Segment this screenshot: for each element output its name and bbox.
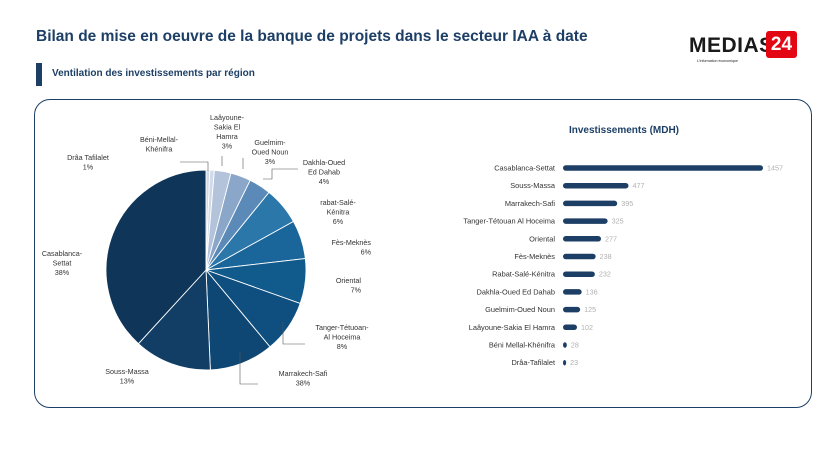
pie-label-laayoune-sakia-el-hamra: Laâyoune-Sakia El Hamra 3% xyxy=(210,113,245,151)
pie-chart xyxy=(105,169,307,371)
bar-category-label: Fès-Meknès xyxy=(514,252,555,261)
bar-marrakech-safi xyxy=(563,200,618,207)
bar-chart: Investissements (MDH) Casablanca-Settat 14… xyxy=(463,125,783,367)
bar-laayoune-sakia-el-hamra xyxy=(563,324,578,331)
bar-rabat-sale-kenitra xyxy=(563,271,595,277)
pie-label-fes-meknes: Fès-Meknès 6% xyxy=(331,238,371,257)
bar-category-label: Souss-Massa xyxy=(510,181,556,190)
bar-tanger-tetouan-al-hoceima xyxy=(563,218,608,224)
bar-beni-mellal-khenifra xyxy=(563,342,567,348)
bar-fes-meknes xyxy=(563,253,596,260)
pie-slice-sous-massa xyxy=(137,268,211,371)
pie-label-rabat-sale-kenitra: rabat-Salé-Kénitra 6% xyxy=(320,198,356,226)
bar-dakhla-oued-ed-dahab xyxy=(563,289,582,295)
bar-category-label: Casablanca-Settat xyxy=(494,164,555,173)
bar-category-label: Guelmim-Oued Noun xyxy=(485,305,555,314)
bar-value-label: 325 xyxy=(612,217,624,226)
pie-labels: Casablanca-Settat 38% Souss-Massa 13% Marrak… xyxy=(42,113,372,388)
pie-slice-casablanca-settat xyxy=(105,169,207,345)
chart-panel xyxy=(34,99,812,408)
bar-category-label: Tanger-Tétouan Al Hoceima xyxy=(463,217,555,226)
bar-category-label: Oriental xyxy=(529,234,555,243)
bar-category-label: Marrakech-Safi xyxy=(505,199,555,208)
bar-oriental xyxy=(563,236,602,242)
pie-label-draa-tafilalet: Drâa Tafilalet 1% xyxy=(67,153,109,172)
bar-value-label: 395 xyxy=(621,199,633,208)
bar-souss-massa xyxy=(563,182,629,189)
bar-value-label: 477 xyxy=(632,181,644,190)
pie-label-marrakech-safi: Marrakech-Safi 38% xyxy=(279,369,328,388)
pie-label-casablanca-settat: Casablanca-Settat 38% xyxy=(42,249,83,277)
bar-category-label: Dakhla-Oued Ed Dahab xyxy=(477,287,555,296)
pie-label-tanger-tetuoan-al-hoceima: Tanger-Tétuoan-Al Hoceima 8% xyxy=(315,323,369,351)
bar-value-label: 232 xyxy=(599,270,611,279)
bar-category-label: Drâa-Tafilalet xyxy=(511,358,555,367)
page-title: Bilan de mise en oeuvre de la banque de … xyxy=(36,28,588,45)
pie-label-dakhla-oued-ed-dahab: Dakhla-Oued Ed Dahab 4% xyxy=(303,158,345,186)
pie-label-sous-massa: Souss-Massa 13% xyxy=(105,367,149,386)
bar-value-label: 125 xyxy=(584,305,596,314)
pie-label-beni-mellal-khenifra: Béni-Mellal-Khénifra xyxy=(140,135,179,154)
section-accent-bar xyxy=(36,63,42,86)
bar-value-label: 1457 xyxy=(767,164,783,173)
bar-guelmim-oued-noun xyxy=(563,306,581,313)
bar-value-label: 136 xyxy=(586,287,598,296)
bar-chart-title: Investissements (MDH) xyxy=(569,125,679,136)
pie-leader-line xyxy=(282,322,305,345)
section-title: Ventilation des investissements par régi… xyxy=(52,68,255,79)
bar-value-label: 23 xyxy=(570,358,578,367)
bar-value-label: 102 xyxy=(581,323,593,332)
logo-badge: 24 xyxy=(766,31,797,58)
bar-casablanca-settat xyxy=(563,165,763,171)
bar-value-label: 238 xyxy=(600,252,612,261)
bar-value-label: 28 xyxy=(571,341,579,350)
bar-category-label: Béni Mellal-Khénifra xyxy=(489,341,556,350)
logo-text: MEDIAS xyxy=(689,34,774,57)
pie-label-oriental: Oriental 7% xyxy=(336,276,362,295)
logo-tagline: L'information économique xyxy=(697,59,739,63)
bar-value-label: 277 xyxy=(605,234,617,243)
bar-category-label: Laâyoune-Sakia El Hamra xyxy=(469,323,556,332)
pie-leader-line xyxy=(263,168,298,180)
pie-leader-line xyxy=(239,351,258,385)
bar-draa-tafilalet xyxy=(563,359,567,366)
medias24-logo: MEDIAS 24 L'information économique xyxy=(689,31,797,64)
pie-leader-line xyxy=(180,161,209,171)
bar-category-label: Rabat-Salé-Kénitra xyxy=(492,270,556,279)
pie-label-guelmim-oued-noun: Guelmim-Oued Noun 3% xyxy=(252,138,289,166)
